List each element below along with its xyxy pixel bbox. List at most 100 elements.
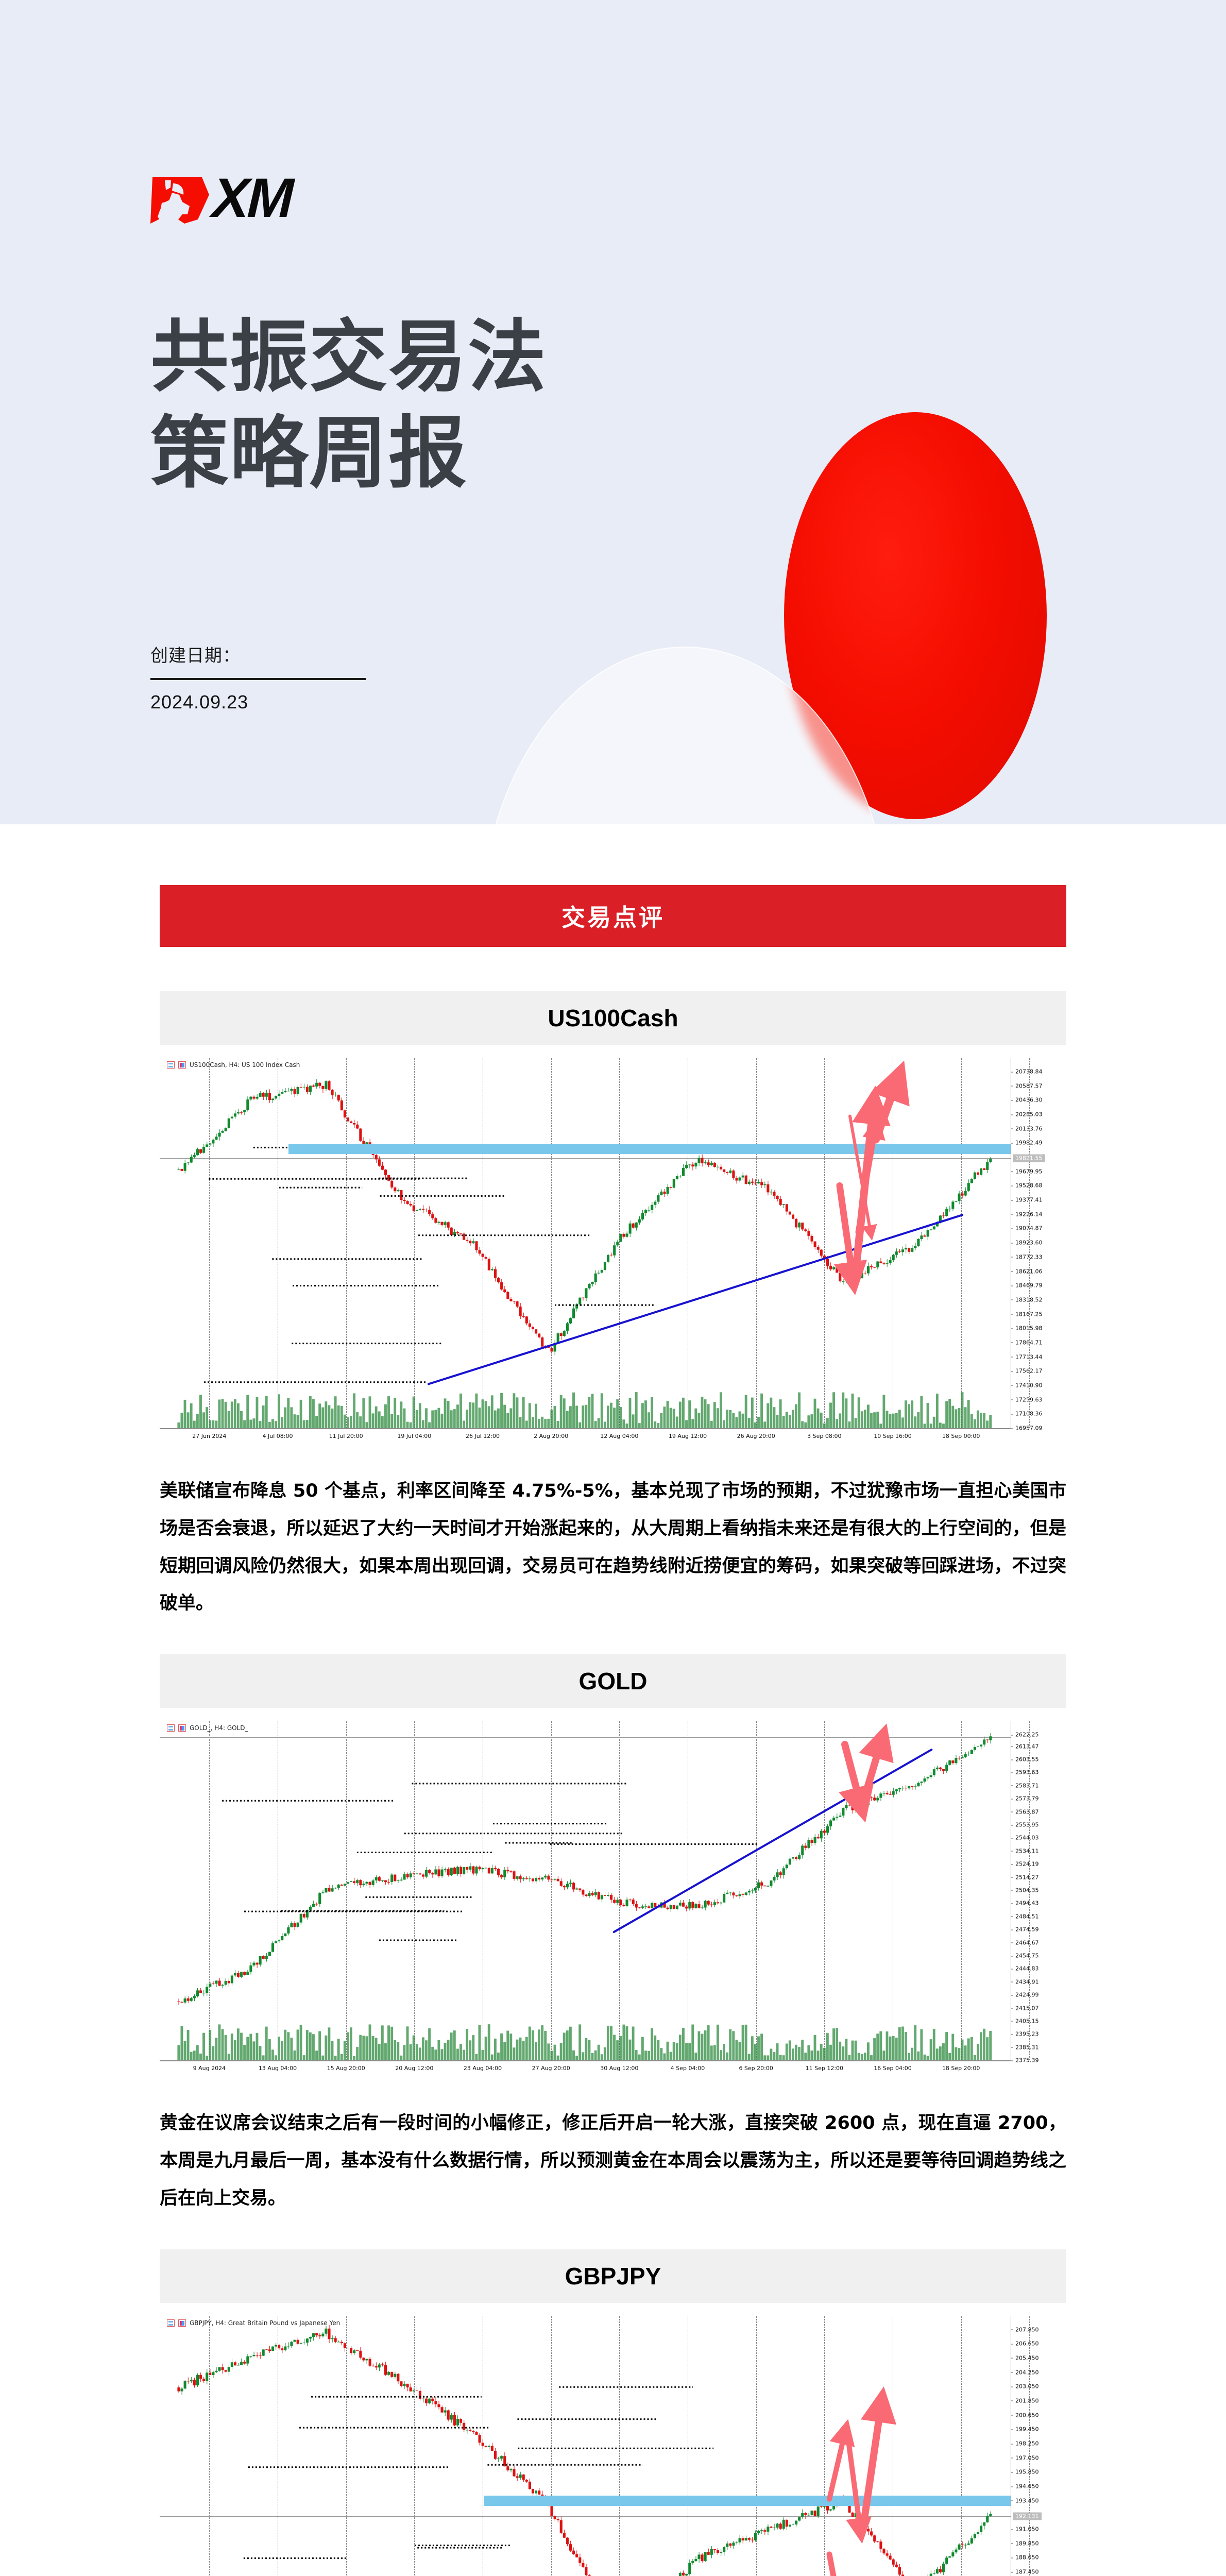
x-axis-tick: 3 Sep 08:00 [807,1433,842,1439]
x-axis-tick: 19 Jul 04:00 [397,1433,432,1439]
y-axis-tick: 17410.90 [1011,1382,1043,1388]
x-axis-tick: 13 Aug 04:00 [258,2065,297,2072]
section-header: US100Cash [160,991,1066,1045]
grid-line [619,2316,620,2576]
grid-line [619,1058,620,1428]
y-axis-tick: 197.050 [1011,2454,1039,2461]
grid-line [961,1058,962,1428]
grid-line [961,1721,962,2061]
y-axis-tick: 20436.30 [1011,1097,1043,1104]
current-price-line [160,1737,1011,1738]
chart-legend-label: GBPJPY, H4: Great Britain Pound vs Japan… [190,2319,340,2327]
section-us100cash: US100Cash US100Cash, H4: US 100 Index Ca… [160,991,1066,1622]
y-axis-tick: 2395.23 [1011,2031,1039,2038]
y-axis-tick: 2524.19 [1011,1861,1039,1868]
grid-line [209,2316,210,2576]
projection-arrows [839,1723,894,1823]
y-axis-tick: 16957.09 [1011,1425,1043,1432]
y-axis-tick: 189.850 [1011,2540,1039,2547]
grid-line [756,1058,757,1428]
y-axis-tick: 17108.36 [1011,1411,1043,1417]
chart-candles-icon [178,2319,186,2327]
section-paragraph: 美联储宣布降息 50 个基点，利率区间降至 4.75%-5%，基本兑现了市场的预… [160,1481,1066,1614]
xm-logo: XM [148,166,293,229]
chart-x-axis: 27 Jun 2024 4 Jul 08:00 11 Jul 20:00 19 Jul… [160,1428,1011,1450]
y-axis-tick: 18772.33 [1011,1253,1043,1260]
x-axis-tick: 12 Aug 04:00 [600,1433,639,1439]
chart-legend-label: US100Cash, H4: US 100 Index Cash [190,1061,300,1069]
chart-y-axis: 2622.25 2613.47 2603.55 2593.63 2583.71 2573.… [1011,1721,1066,2064]
xm-logo-text: XM [211,166,293,229]
y-axis-tick: 206.650 [1011,2341,1039,2347]
y-axis-tick: 2444.83 [1011,1965,1039,1972]
chart-gold: GOLD_, H4: GOLD_ 2622.25 2613.47 2603.55 25… [160,1721,1066,2082]
y-axis-tick: 2454.75 [1011,1953,1039,1959]
y-axis-tick: 2622.25 [1011,1732,1039,1738]
x-axis-tick: 6 Sep 20:00 [739,2065,773,2072]
current-price-line [160,2516,1011,2517]
grid-line [824,1721,825,2061]
x-axis-tick: 27 Jun 2024 [192,1433,227,1439]
x-axis-tick: 26 Jul 12:00 [466,1433,500,1439]
grid-line [824,2316,825,2576]
y-axis-tick: 2494.43 [1011,1900,1039,1907]
chart-legend-label: GOLD_, H4: GOLD_ [190,1724,248,1732]
y-axis-tick: 19074.87 [1011,1225,1043,1232]
grid-line [756,2316,757,2576]
chart-list-icon [167,2319,175,2327]
report-body: 交易点评 US100Cash US100Cash, H4: US 100 Ind… [0,885,1226,2576]
y-axis-tick: 20587.57 [1011,1082,1043,1089]
y-axis-tick: 2534.11 [1011,1848,1039,1854]
y-axis-tick: 192.131 [1013,2512,1042,2520]
y-axis-tick: 187.450 [1011,2569,1039,2575]
y-axis-tick: 18469.79 [1011,1282,1043,1289]
y-axis-tick: 2464.67 [1011,1939,1039,1946]
grid-line [1029,1721,1030,2061]
grid-line [1029,2316,1030,2576]
y-axis-tick: 18923.60 [1011,1240,1043,1246]
y-axis-tick: 17562.17 [1011,1368,1043,1375]
y-axis-tick: 204.250 [1011,2369,1039,2376]
chart-plot-area [160,1721,1066,2082]
chart-candles-icon [178,1061,186,1069]
y-axis-tick: 2484.51 [1011,1913,1039,1920]
x-axis-tick: 19 Aug 12:00 [668,1433,707,1439]
y-axis-tick: 18621.06 [1011,1268,1043,1275]
y-axis-tick: 19226.14 [1011,1211,1043,1217]
chart-legend: GBPJPY, H4: Great Britain Pound vs Japan… [167,2319,340,2327]
y-axis-tick: 17713.44 [1011,1353,1043,1360]
current-price-line [160,1158,1011,1159]
y-axis-tick: 194.650 [1011,2483,1039,2490]
y-axis-tick: 19377.41 [1011,1197,1043,1204]
y-axis-tick: 201.850 [1011,2397,1039,2404]
x-axis-tick: 18 Sep 20:00 [942,2065,980,2072]
y-axis-tick: 17864.71 [1011,1339,1043,1346]
y-axis-tick: 205.450 [1011,2354,1039,2361]
chart-list-icon [167,1061,175,1069]
chart-candles-icon [178,1724,186,1732]
x-axis-tick: 26 Aug 20:00 [737,1433,775,1439]
y-axis-tick: 19821.55 [1013,1154,1045,1162]
x-axis-tick: 11 Jul 20:00 [329,1433,363,1439]
candlestick-series [177,2325,992,2576]
x-axis-tick: 15 Aug 20:00 [327,2065,365,2072]
y-axis-tick: 17259.63 [1011,1396,1043,1403]
section-title: GOLD [578,1668,648,1695]
price-zone [484,2495,1011,2506]
trading-commentary-banner: 交易点评 [160,885,1066,947]
banner-label: 交易点评 [561,904,665,931]
y-axis-tick: 18318.52 [1011,1296,1043,1303]
chart-legend: GOLD_, H4: GOLD_ [167,1724,248,1732]
y-axis-tick: 2583.71 [1011,1782,1039,1789]
cover-title-line2: 策略周报 [150,407,468,499]
y-axis-tick: 203.050 [1011,2383,1039,2390]
y-axis-tick: 198.250 [1011,2441,1039,2447]
y-axis-tick: 2613.47 [1011,1743,1039,1750]
y-axis-tick: 188.650 [1011,2554,1039,2561]
y-axis-tick: 2424.99 [1011,1992,1039,1998]
section-gold: GOLD GOLD_, H4: GOLD_ 2622.25 2613.47 2603… [160,1654,1066,2217]
y-axis-tick: 193.450 [1011,2497,1039,2504]
cover-title: 共振交易法 策略周报 [150,309,547,502]
section-gbpjpy: GBPJPY GBPJPY, H4: Great Britain Pound v… [160,2249,1066,2576]
x-axis-tick: 23 Aug 04:00 [463,2065,502,2072]
